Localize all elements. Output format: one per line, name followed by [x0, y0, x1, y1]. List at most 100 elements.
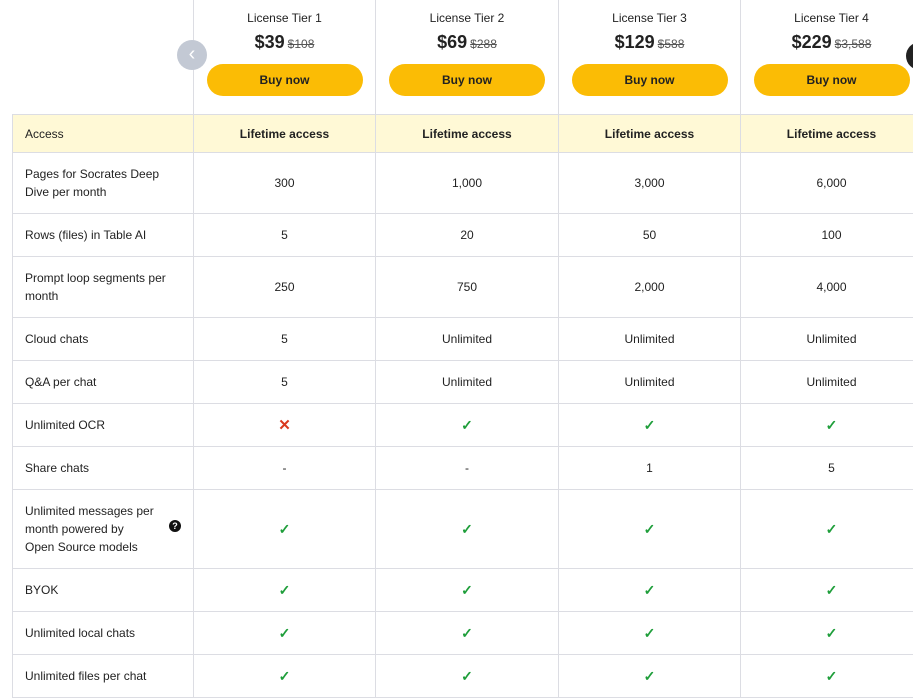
buy-now-button[interactable]: Buy now: [571, 64, 728, 96]
feature-value: ✓: [193, 489, 376, 569]
feature-label: Unlimited local chats: [25, 626, 136, 640]
feature-value: Unlimited: [375, 317, 559, 361]
tier-price: $69 $288: [376, 32, 558, 53]
feature-value: ✓: [740, 611, 913, 655]
prev-arrow-button[interactable]: ‹: [177, 40, 207, 70]
tier-header: License Tier 4 $229 $3,588 Buy now: [740, 0, 913, 115]
tier-name: License Tier 2: [429, 11, 505, 25]
feature-label-cell: Cloud chats: [12, 317, 194, 361]
feature-value: -: [375, 446, 559, 490]
check-icon: ✓: [461, 624, 473, 641]
feature-value: Lifetime access: [193, 114, 376, 153]
feature-value: 5: [193, 360, 376, 404]
tier-header: License Tier 2 $69 $288 Buy now: [375, 0, 559, 115]
feature-label: Unlimited files per chat: [25, 669, 147, 683]
table-row: Pages for Socrates Deep Dive per month 30…: [12, 152, 913, 214]
feature-value: Unlimited: [375, 360, 559, 404]
table-row: Share chats - -1 5: [12, 446, 913, 490]
feature-value: ✓: [558, 403, 741, 447]
feature-value: 6,000: [740, 152, 913, 214]
feature-value: ✓: [558, 568, 741, 612]
feature-value: ✓: [193, 611, 376, 655]
feature-label: Q&A per chat: [25, 375, 97, 389]
check-icon: ✓: [825, 520, 838, 537]
feature-label-cell: Unlimited local chats: [12, 611, 194, 655]
feature-label: Rows (files) in Table AI: [25, 228, 147, 242]
tier-price: $39 $108: [194, 32, 375, 53]
feature-label-cell: ? Unlimited messages per month powered by…: [12, 489, 194, 569]
tier-name: License Tier 3: [612, 11, 687, 25]
feature-value: ✓: [375, 489, 559, 569]
feature-value: ✕: [193, 403, 376, 447]
next-arrow-button[interactable]: [906, 42, 913, 70]
tier-name: License Tier 4: [794, 11, 869, 25]
feature-value: Unlimited: [740, 317, 913, 361]
feature-value: 5: [740, 446, 913, 490]
current-price: $229: [791, 32, 832, 52]
feature-value: 100: [740, 213, 913, 257]
feature-value: ✓: [193, 654, 376, 698]
check-icon: ✓: [278, 667, 291, 684]
original-price: $288: [470, 37, 497, 51]
help-icon[interactable]: ?: [169, 520, 181, 532]
table-row: Unlimited files per chat ✓ ✓ ✓ ✓: [12, 654, 913, 698]
feature-value: Unlimited: [558, 317, 741, 361]
feature-label: Prompt loop segments per month: [25, 271, 166, 303]
feature-value: 300: [193, 152, 376, 214]
feature-value: 1,000: [375, 152, 559, 214]
table-row: Rows (files) in Table AI 5 20 50 100: [12, 213, 913, 257]
feature-value: 250: [193, 256, 376, 318]
current-price: $69: [437, 32, 468, 52]
feature-label-cell: Unlimited files per chat: [12, 654, 194, 698]
tier-price: $129 $588: [559, 32, 740, 53]
feature-value: Lifetime access: [558, 114, 741, 153]
feature-value: ✓: [558, 489, 741, 569]
feature-value: ✓: [558, 654, 741, 698]
tier-header-row: License Tier 1 $39 $108 Buy now License Tier…: [12, 0, 913, 115]
current-price: $39: [254, 32, 285, 52]
table-row: Q&A per chat 5 Unlimited Unlimited Unlimited: [12, 360, 913, 404]
tier-header: License Tier 1 $39 $108 Buy now: [193, 0, 376, 115]
feature-value: 1: [558, 446, 741, 490]
feature-value: ✓: [375, 654, 559, 698]
feature-value: 3,000: [558, 152, 741, 214]
check-icon: ✓: [643, 416, 656, 433]
check-icon: ✓: [643, 520, 656, 537]
feature-value: ✓: [375, 403, 559, 447]
pricing-table: License Tier 1 $39 $108 Buy now License Tier…: [12, 0, 913, 698]
feature-label-cell: Unlimited OCR: [12, 403, 194, 447]
buy-now-button[interactable]: Buy now: [753, 64, 910, 96]
table-row: ? Unlimited messages per month powered by…: [12, 489, 913, 569]
feature-value: ✓: [375, 568, 559, 612]
check-icon: ✓: [461, 581, 473, 598]
tier-price: $229 $3,588: [741, 32, 913, 53]
buy-now-button[interactable]: Buy now: [206, 64, 363, 96]
check-icon: ✓: [461, 667, 473, 684]
check-icon: ✓: [825, 624, 838, 641]
feature-label: Unlimited OCR: [25, 418, 106, 432]
original-price: $3,588: [834, 37, 872, 51]
feature-label-cell: Rows (files) in Table AI: [12, 213, 194, 257]
feature-label: Share chats: [25, 461, 90, 475]
check-icon: ✓: [278, 520, 291, 537]
table-row: Unlimited OCR ✕ ✓ ✓ ✓: [12, 403, 913, 447]
original-price: $108: [287, 37, 315, 51]
feature-value: 20: [375, 213, 559, 257]
check-icon: ✓: [643, 581, 656, 598]
feature-label-cell: Prompt loop segments per month: [12, 256, 194, 318]
feature-label-cell: BYOK: [12, 568, 194, 612]
feature-value: ✓: [375, 611, 559, 655]
table-row: Prompt loop segments per month 250 750 2,00…: [12, 256, 913, 318]
table-row: BYOK ✓ ✓ ✓ ✓: [12, 568, 913, 612]
feature-value: 50: [558, 213, 741, 257]
empty-cell: [12, 0, 194, 115]
feature-value: ✓: [740, 654, 913, 698]
feature-value: Lifetime access: [375, 114, 559, 153]
feature-value: Unlimited: [740, 360, 913, 404]
check-icon: ✓: [825, 667, 838, 684]
table-row: Unlimited local chats ✓ ✓ ✓ ✓: [12, 611, 913, 655]
feature-value: Lifetime access: [740, 114, 913, 153]
buy-now-button[interactable]: Buy now: [389, 64, 545, 96]
feature-label-cell: Share chats: [12, 446, 194, 490]
check-icon: ✓: [825, 416, 838, 433]
